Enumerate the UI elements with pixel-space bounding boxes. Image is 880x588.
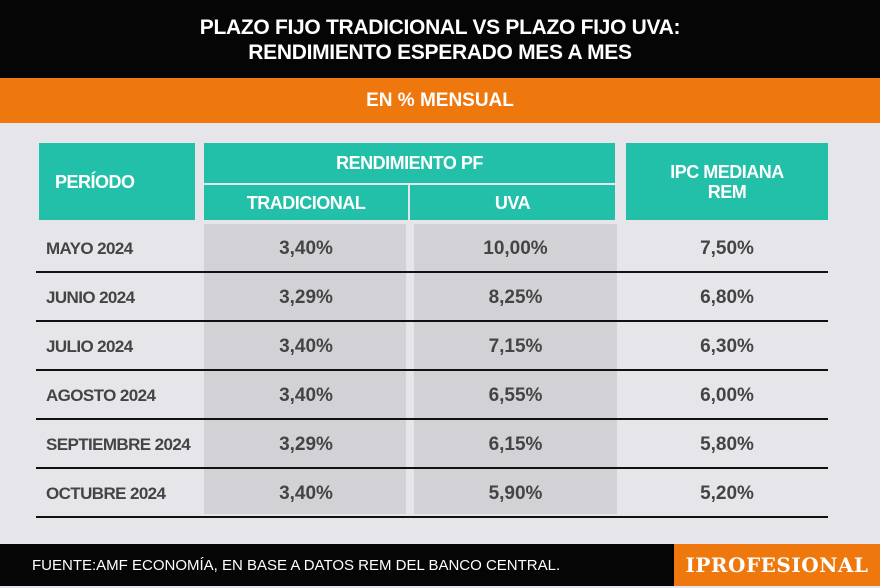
header-rendimiento-pf: RENDIMIENTO PF — [204, 143, 615, 183]
cell-ipc: 6,80% — [700, 287, 754, 308]
cell-tradicional: 3,40% — [279, 336, 333, 357]
cell-periodo: OCTUBRE 2024 — [46, 484, 166, 503]
cell-uva: 6,55% — [488, 385, 543, 406]
cell-uva: 10,00% — [483, 238, 548, 259]
cell-periodo: AGOSTO 2024 — [46, 386, 156, 405]
page-title: PLAZO FIJO TRADICIONAL VS PLAZO FIJO UVA… — [0, 0, 880, 78]
cell-tradicional: 3,40% — [279, 385, 333, 406]
cell-ipc: 7,50% — [700, 238, 754, 259]
header-tradicional: TRADICIONAL — [204, 185, 408, 220]
cell-periodo: JULIO 2024 — [46, 337, 133, 356]
iprofesional-logo: IPROFESIONAL — [674, 544, 880, 586]
subtitle: EN % MENSUAL — [0, 78, 880, 123]
cell-periodo: MAYO 2024 — [46, 239, 133, 258]
title-line-1: PLAZO FIJO TRADICIONAL VS PLAZO FIJO UVA… — [199, 16, 681, 39]
header-ipc: IPC MEDIANA REM — [626, 143, 828, 220]
table-row: JULIO 2024 3,40% 7,15% 6,30% — [36, 322, 828, 371]
cell-uva: 8,25% — [488, 287, 543, 308]
cell-periodo: JUNIO 2024 — [46, 288, 135, 307]
cell-ipc: 5,20% — [700, 483, 754, 504]
title-line-2: RENDIMIENTO ESPERADO MES A MES — [248, 41, 632, 64]
source-note: FUENTE:AMF ECONOMÍA, EN BASE A DATOS REM… — [32, 557, 561, 574]
cell-tradicional: 3,29% — [279, 434, 333, 455]
header-uva: UVA — [410, 185, 615, 220]
cell-tradicional: 3,29% — [279, 287, 333, 308]
cell-uva: 5,90% — [488, 483, 543, 504]
cell-ipc: 6,00% — [700, 385, 754, 406]
cell-uva: 6,15% — [488, 434, 543, 455]
cell-periodo: SEPTIEMBRE 2024 — [46, 435, 191, 454]
table-row: JUNIO 2024 3,29% 8,25% 6,80% — [36, 273, 828, 322]
table-row: SEPTIEMBRE 2024 3,29% 6,15% 5,80% — [36, 420, 828, 469]
table-row: AGOSTO 2024 3,40% 6,55% 6,00% — [36, 371, 828, 420]
table-row: OCTUBRE 2024 3,40% 5,90% 5,20% — [36, 469, 828, 518]
cell-ipc: 6,30% — [700, 336, 754, 357]
cell-uva: 7,15% — [488, 336, 543, 357]
header-periodo: PERÍODO — [39, 143, 195, 220]
cell-ipc: 5,80% — [700, 434, 754, 455]
table-row: MAYO 2024 3,40% 10,00% 7,50% — [36, 224, 828, 273]
footer: FUENTE:AMF ECONOMÍA, EN BASE A DATOS REM… — [0, 544, 880, 586]
cell-tradicional: 3,40% — [279, 483, 333, 504]
cell-tradicional: 3,40% — [279, 238, 333, 259]
